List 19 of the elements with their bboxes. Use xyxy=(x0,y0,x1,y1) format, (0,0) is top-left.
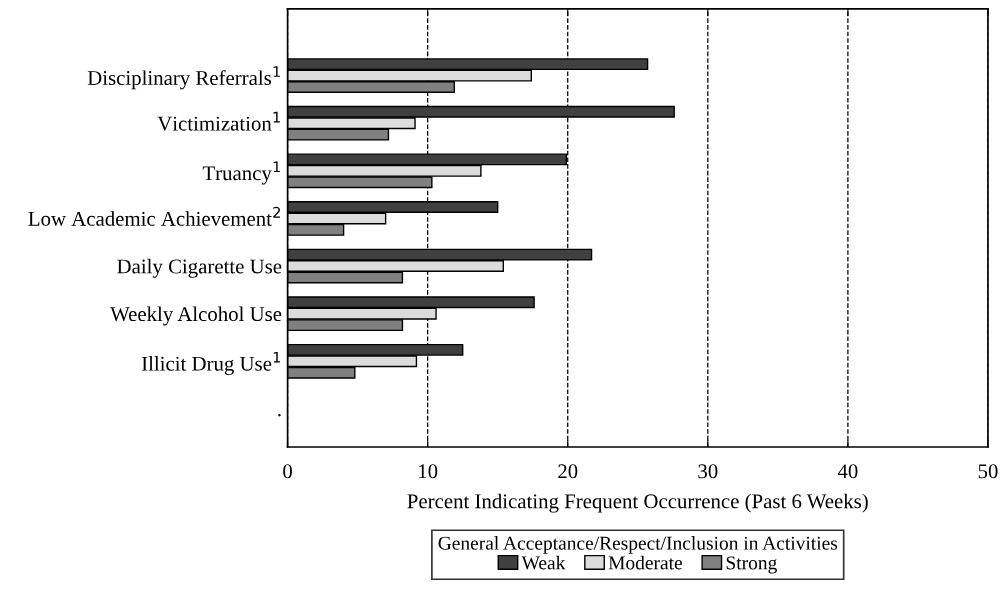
legend-label: Strong xyxy=(726,556,777,574)
y-tick-label: Disciplinary Referrals$^{1}$ xyxy=(87,66,280,90)
y-tick-label: Victimization$^{1}$ xyxy=(157,111,280,131)
y-tick-label: Daily Cigarette Use xyxy=(117,258,282,278)
x-tick-label: 20 xyxy=(558,464,578,479)
legend-label: Moderate xyxy=(608,555,682,570)
y-tick-label: Low Academic Achievement$^{2}$ xyxy=(28,206,280,226)
x-tick-label: 50 xyxy=(978,464,998,479)
legend-title: General Acceptance/Respect/Inclusion in Activities xyxy=(438,536,838,554)
x-axis-title: Percent Indicating Frequent Occurrence (Past 6 Weeks) xyxy=(407,493,868,513)
y-tick-label: Illicit Drug Use$^{1}$ xyxy=(141,351,281,376)
y-tick-label: Weekly Alcohol Use xyxy=(110,306,282,326)
legend-label: Weak xyxy=(521,555,566,570)
y-tick-label: Truancy$^{1}$ xyxy=(202,161,280,185)
x-tick-label: 10 xyxy=(419,464,438,479)
x-tick-label: 30 xyxy=(698,464,718,479)
y-tick-label: . xyxy=(278,413,281,417)
x-tick-label: 0 xyxy=(283,464,292,479)
x-tick-label: 40 xyxy=(837,464,858,479)
